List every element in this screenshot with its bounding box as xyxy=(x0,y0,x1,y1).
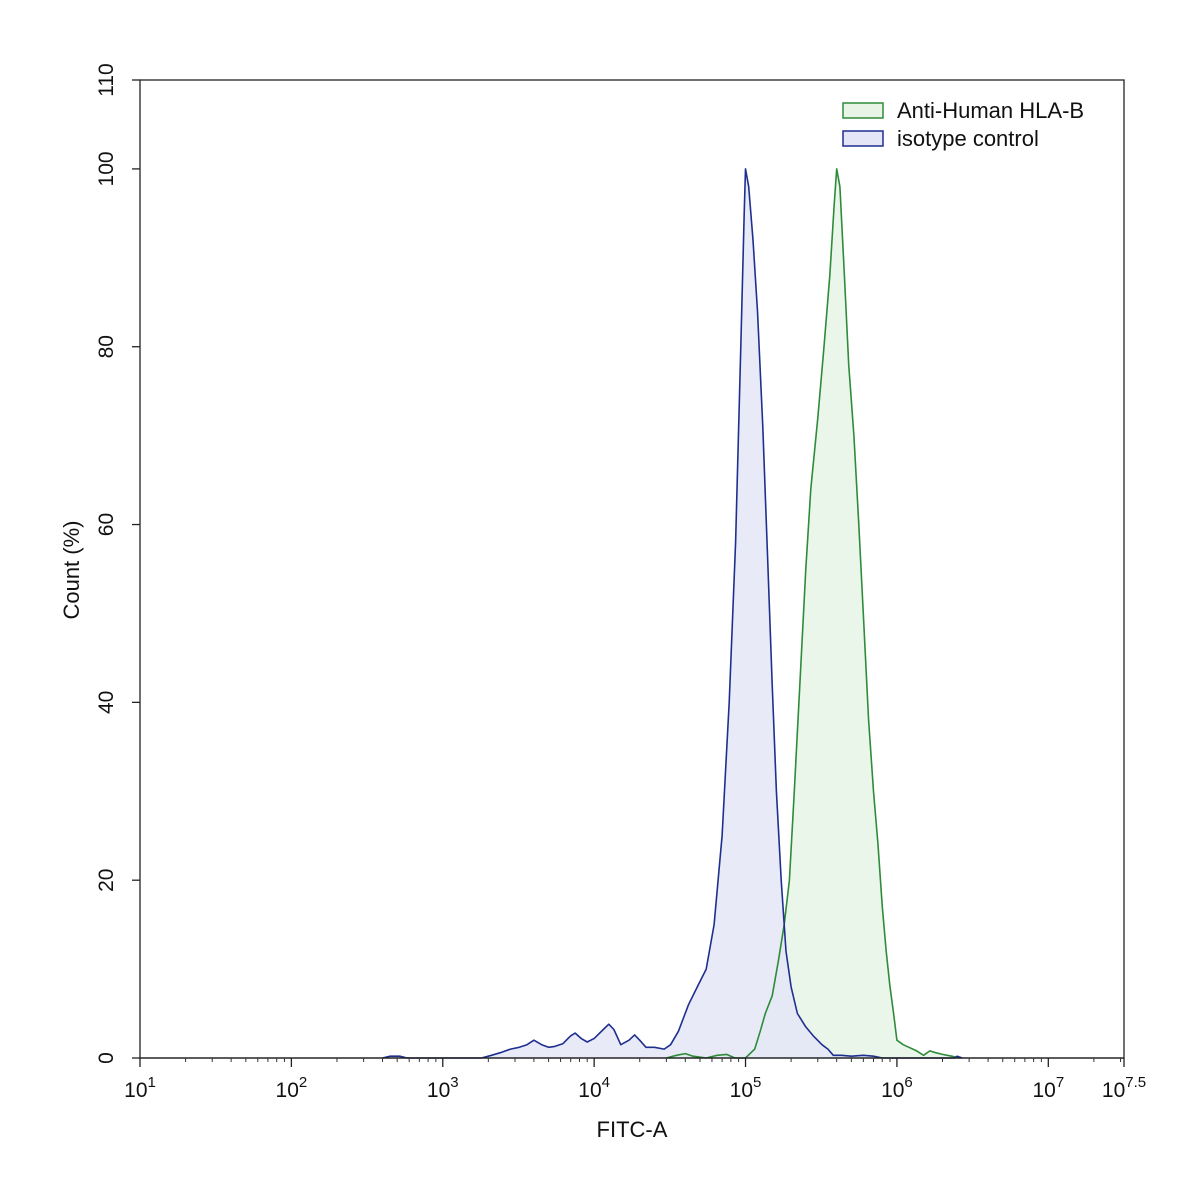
x-tick-label: 101 xyxy=(124,1074,156,1102)
legend-label-1: isotype control xyxy=(897,126,1039,151)
legend-swatch-0 xyxy=(842,102,884,119)
series-area-0 xyxy=(666,168,960,1058)
y-tick-label: 110 xyxy=(95,63,118,96)
y-tick-label: 100 xyxy=(95,151,118,186)
series-layer xyxy=(382,168,963,1059)
plot-frame xyxy=(139,79,1125,1059)
y-tick-label: 0 xyxy=(95,1052,118,1064)
plot-area xyxy=(139,79,1125,1059)
x-axis: 101 102 103 104 105 106 107 107.5 xyxy=(124,1057,1146,1102)
legend-swatch-1 xyxy=(842,130,884,147)
x-tick-label: 105 xyxy=(730,1074,762,1102)
y-axis-label: Count (%) xyxy=(59,520,84,619)
x-tick-label: 106 xyxy=(881,1074,913,1102)
series-line-1 xyxy=(382,168,963,1059)
legend-label-0: Anti-Human HLA-B xyxy=(897,98,1084,123)
x-tick-label: 107.5 xyxy=(1102,1074,1146,1102)
x-tick-label: 104 xyxy=(578,1074,610,1102)
y-tick-label: 80 xyxy=(95,335,118,358)
legend: Anti-Human HLA-B isotype control xyxy=(842,98,1084,151)
x-tick-label: 107 xyxy=(1032,1074,1064,1102)
y-tick-label: 40 xyxy=(95,691,118,714)
x-tick-label: 103 xyxy=(427,1074,459,1102)
y-tick-label: 60 xyxy=(95,513,118,536)
x-tick-label: 102 xyxy=(276,1074,308,1102)
x-axis-label: FITC-A xyxy=(597,1117,668,1142)
y-axis: 0 20 40 60 80 100 110 xyxy=(95,63,140,1064)
y-tick-label: 20 xyxy=(95,869,118,892)
